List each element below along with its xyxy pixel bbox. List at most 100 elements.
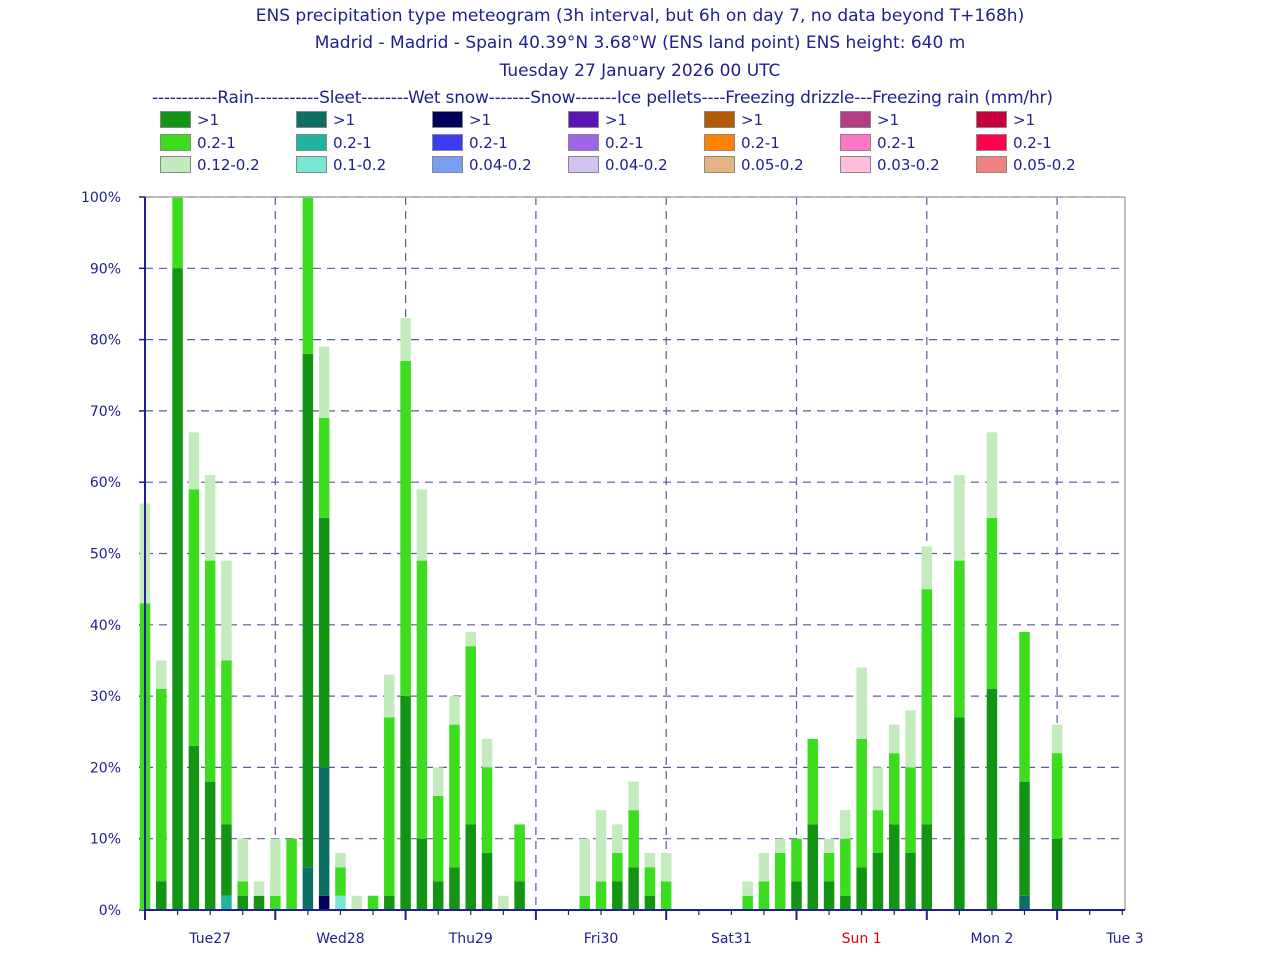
bar-segment: [579, 895, 591, 910]
bar-segment: [188, 432, 200, 490]
bar-segment: [302, 867, 314, 910]
x-tick-label: Mon 2: [971, 931, 1014, 947]
bar-segment: [449, 696, 460, 725]
bar-segment: [758, 881, 770, 910]
legend-label: >1: [469, 111, 492, 129]
legend-swatch: [840, 134, 871, 151]
bar-segment: [872, 810, 884, 853]
bar-segment: [221, 824, 232, 896]
bar-segment: [823, 838, 835, 853]
bar-segment: [1019, 895, 1030, 910]
bar-segment: [449, 867, 460, 910]
legend-label: >1: [741, 111, 764, 129]
bar-segment: [612, 881, 623, 910]
bar-segment: [872, 767, 884, 811]
legend-label: >1: [605, 111, 628, 129]
bar-segment: [954, 475, 965, 561]
legend-swatch: [976, 134, 1007, 151]
bar-segment: [612, 824, 623, 853]
y-tick-label: 50%: [90, 547, 121, 563]
y-tick-label: 30%: [90, 689, 121, 705]
bar-segment: [270, 895, 281, 910]
bar-segment: [872, 852, 884, 910]
chart-title-line2: Madrid - Madrid - Spain 40.39°N 3.68°W (…: [314, 33, 966, 53]
bar-segment: [514, 824, 525, 882]
bar-segment: [204, 560, 216, 782]
bar-segment: [253, 881, 265, 896]
bar-segment: [465, 631, 476, 647]
y-tick-label: 20%: [90, 760, 121, 776]
bar-segment: [498, 895, 509, 910]
bar-segment: [302, 197, 314, 354]
x-tick-label: Sun 1: [842, 931, 882, 947]
bar-segment: [156, 688, 167, 882]
legend-swatch: [160, 134, 191, 151]
legend-swatch: [432, 156, 463, 173]
bar-segment: [791, 838, 802, 882]
legend-header: -----------Rain-----------Sleet--------W…: [152, 88, 1053, 108]
bar-segment: [921, 824, 933, 910]
legend-swatch: [568, 111, 599, 128]
y-tick-label: 10%: [90, 832, 121, 848]
bar-segment: [660, 881, 672, 910]
legend-label: 0.04-0.2: [469, 156, 532, 174]
bar-segment: [367, 895, 379, 910]
bar-segment: [514, 881, 525, 910]
bar-segment: [221, 660, 232, 825]
bar-segment: [351, 895, 362, 910]
bar-segment: [1051, 838, 1063, 910]
bar-segment: [1051, 753, 1063, 839]
bar-segment: [579, 838, 591, 896]
bar-segment: [384, 717, 395, 896]
chart-title-line3: Tuesday 27 January 2026 00 UTC: [499, 61, 781, 81]
bar-segment: [335, 895, 346, 910]
legend-label: 0.2-1: [333, 134, 372, 152]
bar-segment: [253, 895, 265, 910]
bar-segment: [774, 838, 786, 853]
legend-label: 0.05-0.2: [1013, 156, 1076, 174]
bar-segment: [156, 660, 167, 689]
bar-segment: [237, 838, 248, 882]
x-tick-label: Fri30: [584, 931, 619, 947]
bar-segment: [986, 432, 998, 518]
legend-label: >1: [333, 111, 356, 129]
bar-segment: [416, 838, 428, 910]
legend-label: >1: [197, 111, 220, 129]
bar-segment: [400, 318, 411, 361]
y-tick-label: 40%: [90, 618, 121, 634]
x-tick-label: Sat31: [711, 931, 752, 947]
bar-segment: [921, 589, 933, 825]
bar-segment: [1051, 724, 1063, 754]
bar-segment: [384, 674, 395, 718]
bar-segment: [791, 881, 802, 910]
bar-segment: [595, 881, 607, 910]
bar-segment: [400, 360, 411, 697]
bar-segment: [172, 197, 183, 269]
x-tick-label: Wed28: [316, 931, 364, 947]
y-tick-label: 70%: [90, 404, 121, 420]
legend-label: 0.12-0.2: [197, 156, 260, 174]
bar-segment: [156, 881, 167, 910]
y-tick-label: 0%: [99, 903, 121, 919]
bar-segment: [905, 767, 916, 853]
legend-label: 0.2-1: [469, 134, 508, 152]
bar-segment: [400, 696, 411, 910]
bar-segment: [758, 852, 770, 882]
legend-label: 0.1-0.2: [333, 156, 387, 174]
bar-segment: [823, 852, 835, 882]
bar-segment: [986, 688, 998, 910]
bar-segment: [270, 838, 281, 896]
legend-swatch: [296, 111, 327, 128]
bar-segment: [335, 867, 346, 896]
bar-segment: [481, 767, 493, 853]
bar-segment: [921, 546, 933, 590]
bar-segment: [318, 895, 330, 910]
bar-segment: [774, 852, 786, 910]
legend-label: 0.2-1: [1013, 134, 1052, 152]
legend-swatch: [160, 156, 191, 173]
legend-swatch: [296, 134, 327, 151]
legend-label: 0.2-1: [877, 134, 916, 152]
bar-segment: [644, 867, 656, 896]
bar-segment: [1019, 631, 1030, 782]
bar-segment: [840, 810, 851, 839]
